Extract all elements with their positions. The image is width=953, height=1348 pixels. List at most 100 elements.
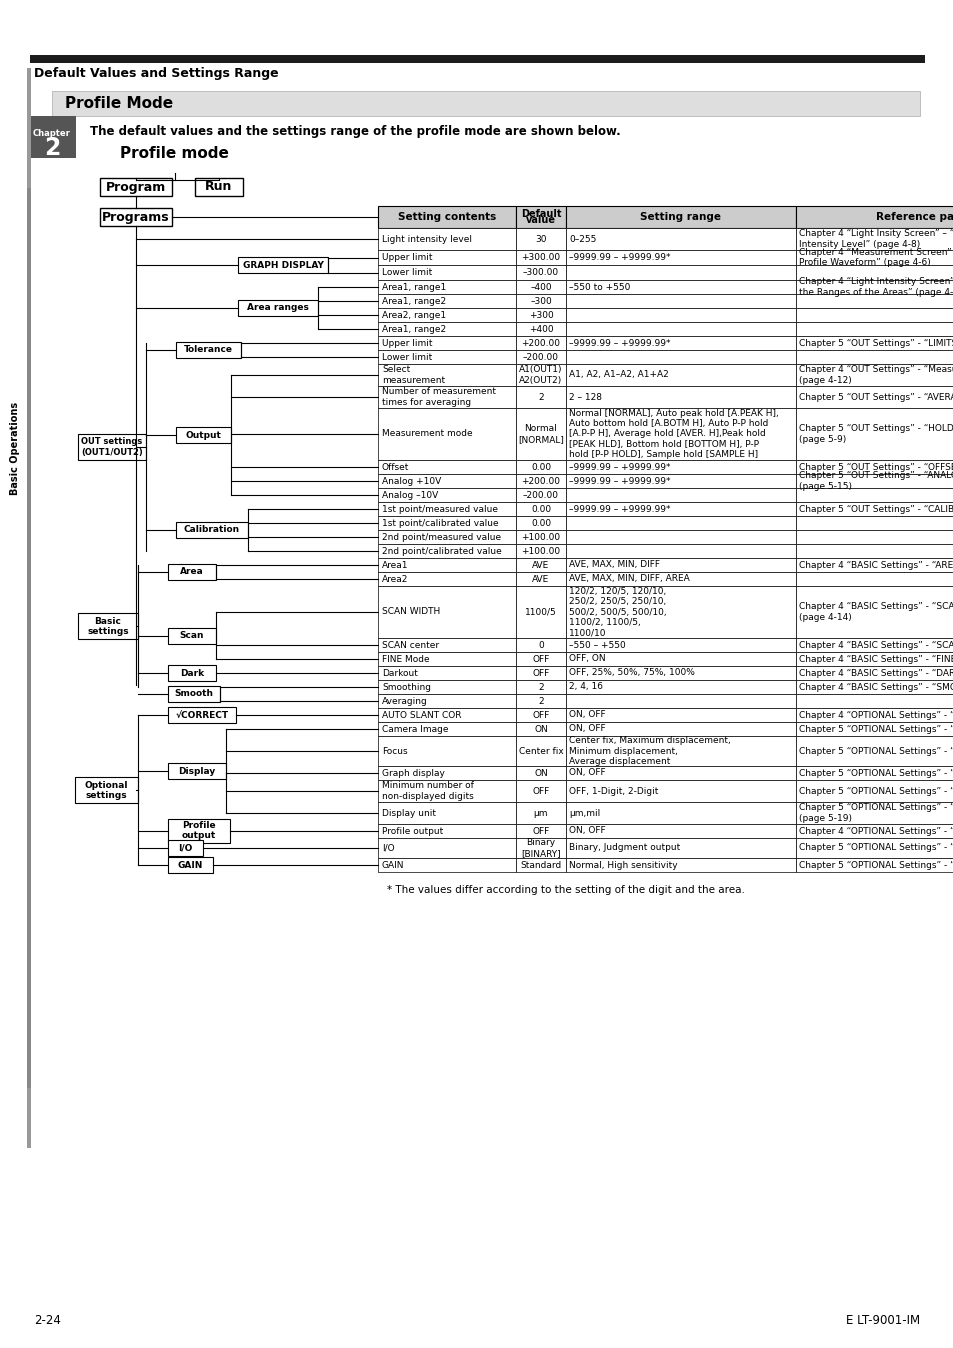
Bar — [377, 802, 516, 824]
Bar — [795, 780, 953, 802]
Bar — [168, 857, 213, 874]
Bar — [377, 501, 516, 516]
Bar — [377, 294, 516, 307]
Bar — [795, 474, 953, 488]
Bar — [175, 342, 241, 359]
Text: Normal
[NORMAL]: Normal [NORMAL] — [517, 425, 563, 443]
Bar — [516, 857, 565, 872]
Text: 2nd point/calibrated value: 2nd point/calibrated value — [381, 546, 501, 555]
Bar — [565, 249, 795, 266]
Bar — [795, 206, 953, 228]
Bar — [795, 838, 953, 857]
Text: Chapter 4 “Light Intensity Screen” – “Changing
the Ranges of the Areas” (page 4-: Chapter 4 “Light Intensity Screen” – “Ch… — [799, 278, 953, 297]
Text: AUTO SLANT COR: AUTO SLANT COR — [381, 710, 461, 720]
Bar — [565, 802, 795, 824]
Text: The default values and the settings range of the profile mode are shown below.: The default values and the settings rang… — [90, 124, 620, 137]
Text: settings: settings — [86, 790, 127, 799]
Bar — [377, 408, 516, 460]
Text: 30: 30 — [535, 235, 546, 244]
Text: Output: Output — [186, 430, 221, 439]
Bar — [565, 723, 795, 736]
Text: √CORRECT: √CORRECT — [175, 710, 229, 720]
Text: Chapter 5 “OUT Settings” - “AVERAGE ” (page 5-8): Chapter 5 “OUT Settings” - “AVERAGE ” (p… — [799, 392, 953, 402]
Text: +400: +400 — [528, 325, 553, 333]
Bar — [795, 802, 953, 824]
Text: Chapter 5 “OUT Settings” - “ANALOG output”
(page 5-15): Chapter 5 “OUT Settings” - “ANALOG outpu… — [799, 472, 953, 491]
Bar — [565, 294, 795, 307]
Bar — [75, 776, 138, 803]
Bar — [377, 474, 516, 488]
Text: 2-24: 2-24 — [34, 1313, 61, 1326]
Bar — [516, 572, 565, 586]
Text: AVE, MAX, MIN, DIFF, AREA: AVE, MAX, MIN, DIFF, AREA — [568, 574, 689, 584]
Text: Chapter 5 “OUT Settings” - “HOLD MODE”
(page 5-9): Chapter 5 “OUT Settings” - “HOLD MODE” (… — [799, 425, 953, 443]
Bar — [795, 364, 953, 386]
Text: value: value — [525, 216, 556, 225]
Text: GAIN: GAIN — [381, 860, 404, 869]
Text: Averaging: Averaging — [381, 697, 427, 705]
Text: OFF, 25%, 50%, 75%, 100%: OFF, 25%, 50%, 75%, 100% — [568, 669, 694, 678]
Text: Profile: Profile — [182, 821, 215, 830]
Bar — [795, 679, 953, 694]
Text: Reference pages: Reference pages — [875, 212, 953, 222]
Text: 2 – 128: 2 – 128 — [568, 392, 601, 402]
Text: –550 – +550: –550 – +550 — [568, 640, 625, 650]
Text: Standard: Standard — [519, 860, 561, 869]
Text: μm: μm — [533, 809, 548, 817]
Bar — [52, 92, 919, 116]
Text: A1, A2, A1–A2, A1+A2: A1, A2, A1–A2, A1+A2 — [568, 371, 668, 380]
Bar — [516, 307, 565, 322]
Text: Upper limit: Upper limit — [381, 253, 432, 262]
Bar — [100, 178, 172, 195]
Text: Area: Area — [180, 568, 204, 577]
Bar — [516, 350, 565, 364]
Text: Measurement mode: Measurement mode — [381, 430, 472, 438]
Text: Graph display: Graph display — [381, 768, 444, 778]
Text: ON: ON — [534, 724, 547, 733]
Bar — [100, 208, 172, 226]
Bar — [377, 708, 516, 723]
Bar — [78, 613, 138, 639]
Bar — [516, 558, 565, 572]
Text: Offset: Offset — [381, 462, 409, 472]
Bar — [516, 516, 565, 530]
Bar — [795, 857, 953, 872]
Bar — [377, 824, 516, 838]
Bar — [516, 638, 565, 652]
Bar — [377, 666, 516, 679]
Text: Profile Mode: Profile Mode — [65, 97, 172, 112]
Bar — [27, 67, 30, 1148]
Text: ON, OFF: ON, OFF — [568, 724, 605, 733]
Text: 0.00: 0.00 — [531, 519, 551, 527]
Bar — [516, 501, 565, 516]
Text: Calibration: Calibration — [184, 526, 240, 535]
Text: Area1, range1: Area1, range1 — [381, 283, 446, 291]
Text: Area1, range2: Area1, range2 — [381, 297, 446, 306]
Text: 0.00: 0.00 — [531, 462, 551, 472]
Text: SCAN WIDTH: SCAN WIDTH — [381, 608, 439, 616]
Bar — [565, 780, 795, 802]
Text: OFF: OFF — [532, 826, 549, 836]
Bar — [565, 638, 795, 652]
Text: Center fix, Maximum displacement,
Minimum displacement,
Average displacement: Center fix, Maximum displacement, Minimu… — [568, 736, 730, 766]
Bar — [516, 408, 565, 460]
Bar — [795, 460, 953, 474]
Bar — [565, 694, 795, 708]
Bar — [377, 460, 516, 474]
Bar — [565, 322, 795, 336]
Bar — [516, 249, 565, 266]
Bar — [516, 679, 565, 694]
Bar — [377, 280, 516, 294]
Bar — [377, 228, 516, 249]
Text: ON, OFF: ON, OFF — [568, 768, 605, 778]
Bar — [377, 838, 516, 857]
Bar — [565, 501, 795, 516]
Bar — [516, 838, 565, 857]
Bar — [795, 545, 953, 558]
Bar — [377, 488, 516, 501]
Bar — [516, 336, 565, 350]
Text: Profile mode: Profile mode — [120, 146, 229, 160]
Bar — [795, 516, 953, 530]
Bar — [168, 706, 235, 723]
Bar — [516, 824, 565, 838]
